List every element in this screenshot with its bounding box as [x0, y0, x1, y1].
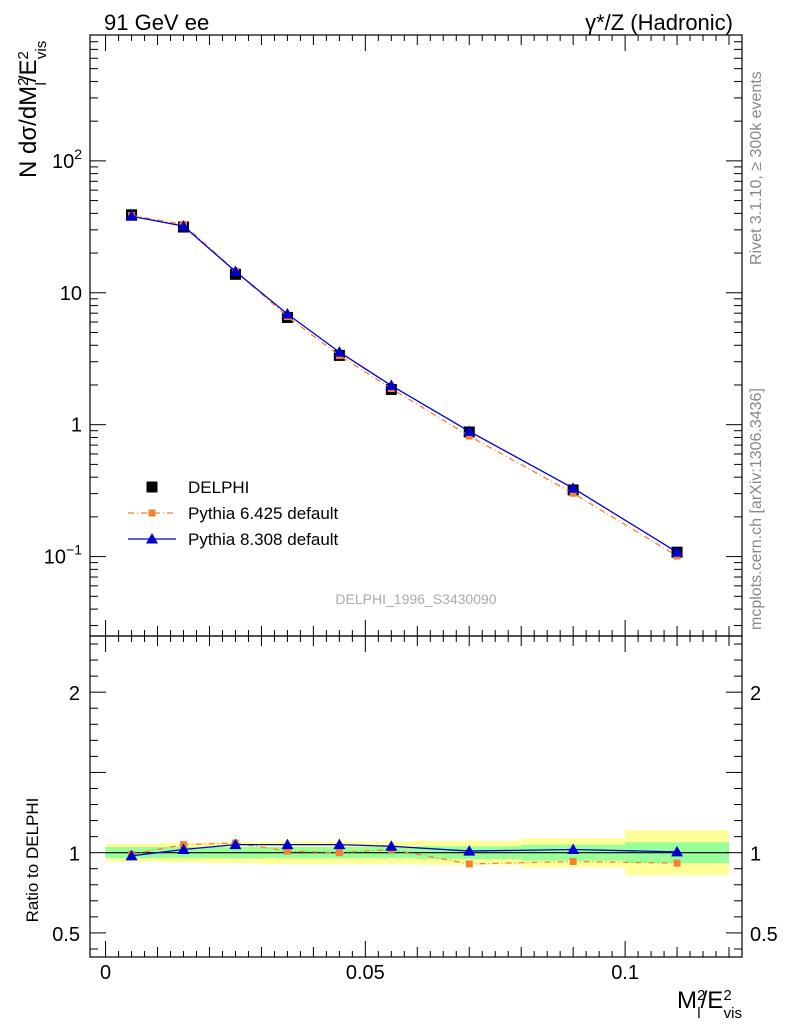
main-point-1-7 [569, 489, 577, 497]
side-label-rivet: Rivet 3.1.10, ≥ 300k events [748, 71, 765, 265]
xtick-label-0: 0 [100, 962, 111, 984]
main-point-2-6 [463, 425, 476, 436]
ratio-point-0-7 [569, 858, 577, 866]
ratio-point-0-4 [335, 849, 343, 857]
ratio-point-0-6 [465, 860, 473, 868]
header-right-title: γ*/Z (Hadronic) [585, 10, 733, 35]
main-point-2-0 [125, 210, 138, 221]
xtick-label-2: 0.1 [611, 962, 639, 984]
ratio-point-1-0 [125, 849, 138, 861]
ratio-ytick-label-right-0: 0.5 [750, 924, 778, 946]
ratio-point-1-3 [281, 838, 294, 850]
main-point-1-6 [465, 432, 473, 440]
ratio-ytick-label-right-1: 1 [750, 844, 761, 866]
main-ytick-label-exponent: 2 [74, 146, 82, 162]
header-left-title: 91 GeV ee [104, 10, 209, 35]
xlabel: M2 l/E2 vis [677, 987, 742, 1023]
main-point-2-7 [567, 482, 580, 493]
main-ylabel: N dσ/dM2 l/E2 vis [15, 41, 51, 178]
ratio-ytick-label-left-0: 0.5 [52, 924, 80, 946]
xtick-label-1: 0.05 [346, 962, 385, 984]
ratio-point-1-2 [229, 838, 242, 850]
main-ytick-label-1: 10 [60, 283, 82, 305]
watermark-analysis-id: DELPHI_1996_S3430090 [335, 591, 496, 607]
ratio-ylabel: Ratio to DELPHI [23, 798, 42, 923]
main-point-2-2 [229, 265, 242, 276]
main-ytick-label-3: 10−1 [44, 542, 82, 569]
main-point-2-8 [671, 546, 684, 557]
main-point-2-3 [281, 308, 294, 319]
ratio-point-1-1 [177, 843, 190, 854]
ratio-point-1-4 [333, 838, 346, 850]
ratio-ytick-label-left-2: 2 [69, 683, 80, 705]
main-panel: 102 10 1 10−1 DELPHI Pythia 6.425 default Pyth… [44, 34, 743, 637]
legend-label-1: Pythia 6.425 default [188, 504, 339, 523]
ratio-ytick-label-right-2: 2 [750, 683, 761, 705]
main-ytick-label-exponent: −1 [66, 542, 82, 558]
ratio-point-1-5 [385, 840, 398, 851]
ratio-ytick-label-left-1: 1 [69, 844, 80, 866]
legend-marker-0 [146, 481, 158, 493]
main-point-2-1 [177, 220, 190, 231]
main-point-2-5 [385, 379, 398, 391]
legend-label-0: DELPHI [188, 478, 249, 497]
legend-label-2: Pythia 8.308 default [188, 530, 339, 549]
ratio-panel: 0 0.05 0.1 0.5 0.5 1 1 2 2 [52, 635, 778, 984]
ratio-frame [89, 635, 743, 958]
ratio-point-1-6 [463, 845, 476, 856]
ratio-point-1-7 [567, 843, 580, 854]
ratio-point-1-8 [671, 845, 684, 857]
ratio-point-0-3 [283, 847, 291, 855]
main-ytick-label-2: 1 [71, 415, 82, 437]
main-series-line-2 [131, 215, 678, 553]
legend-marker-1 [148, 509, 156, 517]
main-point-2-4 [333, 346, 346, 357]
side-label-mcplots: mcplots.cern.ch [arXiv:1306.3436] [748, 388, 765, 630]
main-ytick-label-0: 102 [52, 146, 82, 173]
legend-marker-2 [146, 533, 158, 544]
ratio-point-0-8 [673, 859, 681, 867]
